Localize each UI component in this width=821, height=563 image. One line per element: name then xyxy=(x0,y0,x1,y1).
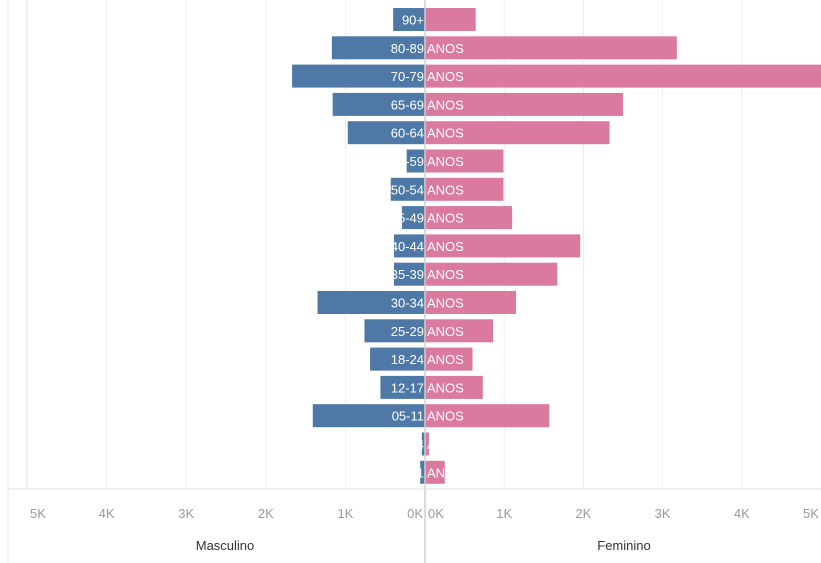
category-label-unit: ANOS xyxy=(427,97,464,112)
bar-masculino-18-24 xyxy=(370,347,425,371)
bar-masculino-40-44 xyxy=(393,234,425,258)
bar-masculino-30-34 xyxy=(317,291,425,314)
bar-feminino-30-34 xyxy=(425,291,517,314)
category-label-unit: ANO xyxy=(427,465,455,480)
bar-masculino-50-54 xyxy=(390,177,425,201)
category-label-range: 12-17 xyxy=(391,380,424,395)
category-label-range: 05-11 xyxy=(392,409,424,424)
tick-left-2K: 2K xyxy=(258,506,274,521)
category-label-range: 80-89 xyxy=(391,41,424,56)
bar-masculino-55-59 xyxy=(406,149,425,173)
category-label-range: 25-29 xyxy=(391,324,424,339)
bar-masculino-35-39 xyxy=(393,262,425,286)
bar-masculino-12-17 xyxy=(380,375,425,399)
category-label-range: 70-79 xyxy=(391,69,424,84)
bar-feminino-18-24 xyxy=(425,347,473,371)
axis-title-masculino: Masculino xyxy=(196,538,255,553)
category-label-range: 65-69 xyxy=(391,97,424,112)
bar-masculino-80-89 xyxy=(331,36,425,60)
bar-feminino-80-89 xyxy=(425,36,677,60)
tick-left-5K: 5K xyxy=(30,506,46,521)
category-label-range: 40-44 xyxy=(391,239,424,254)
category-label-unit: ANOS xyxy=(427,154,464,169)
category-label-unit: ANOS xyxy=(427,296,464,311)
category-label-unit: ANOS xyxy=(427,409,464,424)
bar-masculino-25-29 xyxy=(364,319,425,343)
category-label-range: 00-01 xyxy=(391,465,424,480)
bar-masculino-60-64 xyxy=(347,121,425,145)
axes: 5K 4K 3K 2K 1K 0K 0K 1K 2K 3K 4K 5K Masculino Feminin… xyxy=(8,0,821,563)
bar-feminino-12-17 xyxy=(425,375,483,399)
category-label-unit: ANOS xyxy=(427,126,464,141)
category-label-unit: ANOS xyxy=(427,324,464,339)
bar-masculino-70-79 xyxy=(292,64,425,88)
bar-feminino-65-69 xyxy=(425,92,623,116)
category-label-unit: ANOS xyxy=(427,380,464,395)
bar-feminino-90+ xyxy=(425,8,476,31)
bar-masculino-05-11 xyxy=(312,404,425,428)
bar-feminino-40-44 xyxy=(425,234,581,258)
bar-feminino-55-59 xyxy=(425,149,504,173)
bars xyxy=(292,8,821,484)
axis-title-feminino: Feminino xyxy=(597,538,650,553)
category-label-unit: ANOS xyxy=(427,41,464,56)
bar-feminino-50-54 xyxy=(425,177,504,201)
bar-masculino-00-01 xyxy=(420,460,425,484)
tick-left-1K: 1K xyxy=(337,506,353,521)
bar-feminino-25-29 xyxy=(425,319,494,343)
tick-right-1K: 1K xyxy=(496,506,512,521)
bar-masculino-65-69 xyxy=(332,92,425,116)
category-label-unit: ANOS xyxy=(427,182,464,197)
category-label-range: 90+ xyxy=(402,13,424,28)
tick-left-3K: 3K xyxy=(178,506,194,521)
bar-feminino-01-04 xyxy=(425,432,429,456)
tick-right-5K: 5K xyxy=(803,506,819,521)
bar-feminino-60-64 xyxy=(425,121,610,145)
category-label-unit: ANOS xyxy=(427,239,464,254)
category-label-unit: ANOS xyxy=(427,437,464,452)
category-label-range: 45-49 xyxy=(391,211,424,226)
category-label-range: 18-24 xyxy=(391,352,424,367)
category-label-unit: ANOS xyxy=(427,211,464,226)
category-label-unit: ANOS xyxy=(427,352,464,367)
category-label-range: 35-39 xyxy=(391,267,424,282)
bar-masculino-45-49 xyxy=(401,206,425,230)
tick-right-4K: 4K xyxy=(734,506,750,521)
tick-left-0K: 0K xyxy=(407,506,423,521)
bar-feminino-05-11 xyxy=(425,404,550,428)
tick-right-3K: 3K xyxy=(655,506,671,521)
bar-feminino-00-01 xyxy=(425,460,445,484)
bar-feminino-70-79 xyxy=(425,64,821,88)
bar-feminino-35-39 xyxy=(425,262,558,286)
category-label-range: 60-64 xyxy=(391,126,424,141)
bar-masculino-90+ xyxy=(393,8,425,31)
tick-right-0K: 0K xyxy=(428,506,444,521)
bar-feminino-45-49 xyxy=(425,206,513,230)
tick-left-4K: 4K xyxy=(99,506,115,521)
category-label-range: 55-59 xyxy=(391,154,424,169)
category-label-range: 30-34 xyxy=(391,296,424,311)
tick-right-2K: 2K xyxy=(575,506,591,521)
category-label-range: 50-54 xyxy=(391,182,424,197)
category-label-unit: ANOS xyxy=(427,267,464,282)
category-label-unit: ANOS xyxy=(427,69,464,84)
bar-masculino-01-04 xyxy=(421,432,425,456)
category-label-range: 01-04 xyxy=(391,437,424,452)
